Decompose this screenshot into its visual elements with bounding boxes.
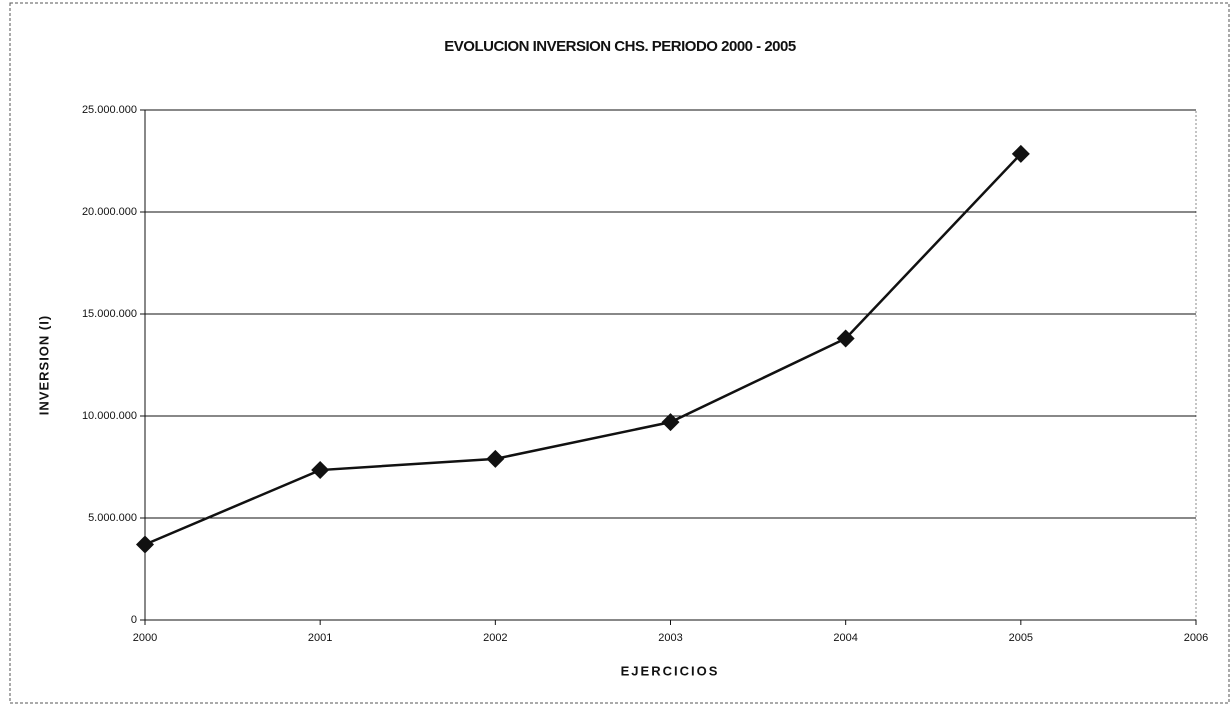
x-axis-label: EJERCICIOS xyxy=(621,663,720,678)
data-marker xyxy=(836,329,855,348)
x-tick-label: 2006 xyxy=(1184,632,1208,644)
y-tick-label: 5.000.000 xyxy=(88,512,137,524)
y-tick-label: 25.000.000 xyxy=(82,104,137,116)
x-tick-label: 2002 xyxy=(483,632,507,644)
y-tick-label: 10.000.000 xyxy=(82,410,137,422)
y-tick-label: 0 xyxy=(131,614,137,626)
x-tick-label: 2001 xyxy=(308,632,332,644)
data-marker xyxy=(311,461,330,480)
data-marker xyxy=(486,449,505,468)
x-tick-label: 2000 xyxy=(133,632,157,644)
data-line xyxy=(144,152,1022,546)
x-tick-label: 2003 xyxy=(658,632,682,644)
data-marker xyxy=(1011,144,1030,163)
data-marker xyxy=(136,535,154,554)
chart-title: EVOLUCION INVERSION CHS. PERIODO 2000 - … xyxy=(444,38,796,55)
y-tick-label: 15.000.000 xyxy=(82,308,137,320)
x-tick-label: 2004 xyxy=(833,632,857,644)
y-tick-label: 20.000.000 xyxy=(82,206,137,218)
x-tick-label: 2005 xyxy=(1009,632,1033,644)
data-marker xyxy=(661,413,680,432)
chart-frame xyxy=(9,2,1230,704)
y-axis-label: INVERSION (I) xyxy=(36,315,51,415)
